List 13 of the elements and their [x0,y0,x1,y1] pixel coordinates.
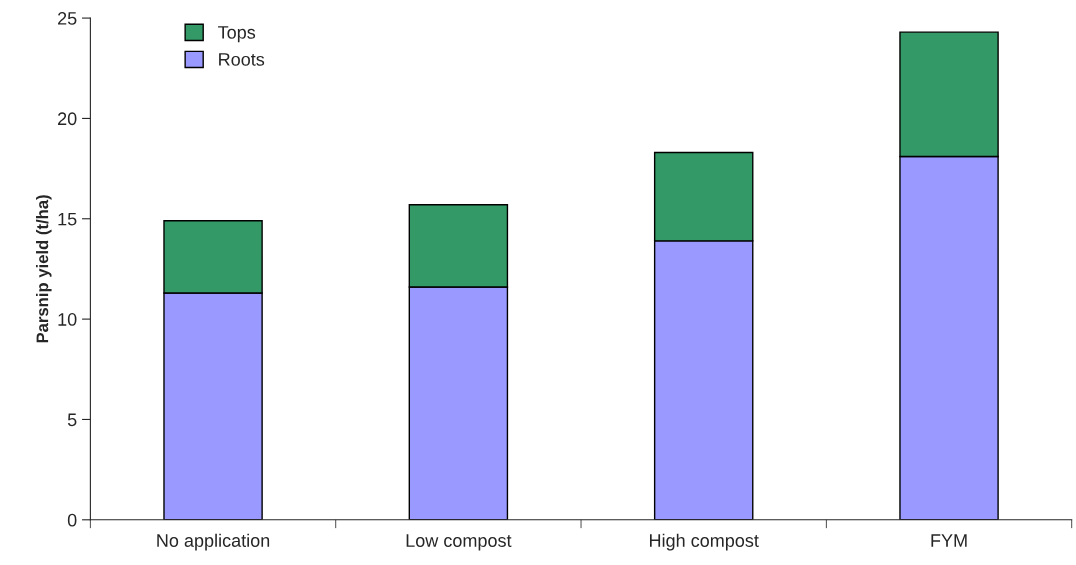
y-tick-label: 5 [67,413,77,427]
x-tick-label: Low compost [406,534,512,551]
x-tick-label: No application [157,533,270,551]
y-axis-title: Parsnip yield (t/ha) [36,195,52,343]
x-tick-label: High compost [649,533,759,551]
x-tick-label: FYM [931,534,967,547]
y-tick-label: 10 [58,313,77,326]
legend-label: Tops [218,26,256,43]
y-tick-label: 25 [58,12,77,25]
y-tick-label: 20 [58,112,77,126]
y-tick-label: 0 [67,513,77,527]
legend-label: Roots [219,53,265,66]
y-tick-label: 15 [58,212,77,226]
